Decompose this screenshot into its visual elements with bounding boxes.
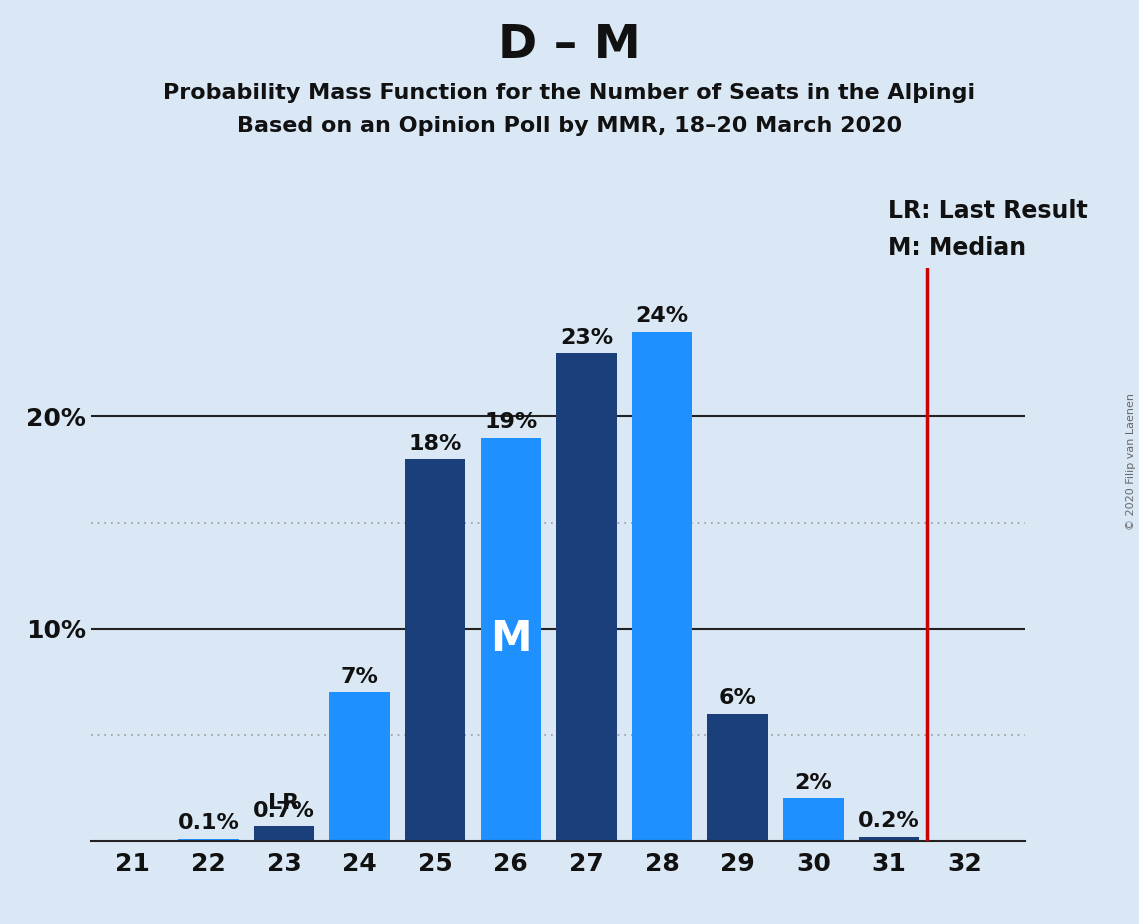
Bar <box>859 836 919 841</box>
Text: 24%: 24% <box>636 307 689 326</box>
Text: 7%: 7% <box>341 667 378 687</box>
Text: M: Median: M: Median <box>888 236 1026 260</box>
Text: Probability Mass Function for the Number of Seats in the Alþingi: Probability Mass Function for the Number… <box>163 83 976 103</box>
Text: M: M <box>490 618 532 661</box>
Text: 0.7%: 0.7% <box>253 801 314 821</box>
Text: 18%: 18% <box>409 433 462 454</box>
Bar <box>481 438 541 841</box>
Bar <box>254 826 314 841</box>
Text: 23%: 23% <box>560 327 613 347</box>
Text: 6%: 6% <box>719 688 756 708</box>
Bar <box>707 713 768 841</box>
Bar <box>329 692 390 841</box>
Text: 0.2%: 0.2% <box>858 811 920 832</box>
Text: 2%: 2% <box>795 773 833 793</box>
Bar <box>632 332 693 841</box>
Bar <box>784 798 844 841</box>
Bar <box>556 353 616 841</box>
Text: 0.1%: 0.1% <box>178 813 239 833</box>
Text: LR: LR <box>269 794 300 813</box>
Text: LR: Last Result: LR: Last Result <box>888 199 1088 223</box>
Text: © 2020 Filip van Laenen: © 2020 Filip van Laenen <box>1126 394 1136 530</box>
Text: D – M: D – M <box>498 23 641 68</box>
Bar <box>405 459 466 841</box>
Text: 19%: 19% <box>484 412 538 432</box>
Text: Based on an Opinion Poll by MMR, 18–20 March 2020: Based on an Opinion Poll by MMR, 18–20 M… <box>237 116 902 136</box>
Bar <box>178 839 238 841</box>
